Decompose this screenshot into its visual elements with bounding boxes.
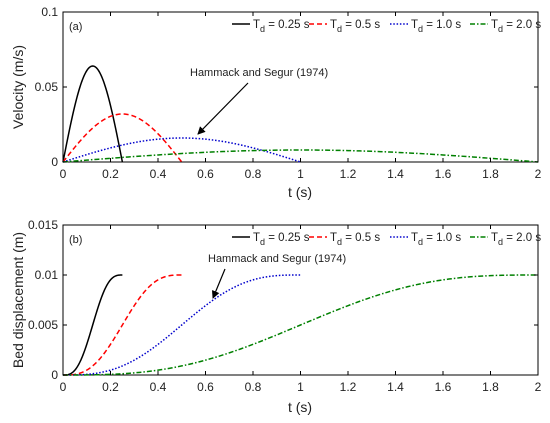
x-tick-label: 1.2	[340, 380, 357, 394]
panel-label: (b)	[69, 234, 82, 246]
x-tick-label: 0.6	[197, 167, 214, 181]
x-tick-label: 0.6	[197, 380, 214, 394]
series-line	[62, 137, 301, 163]
bed-displacement-panel: 0 0.2 0.4 0.6 0.8 1 1.2 1.4 1.6 1.8 2 0 0.005 0.01 0.…	[10, 218, 542, 415]
x-tick-label: 0	[60, 167, 67, 181]
series-line	[62, 113, 183, 163]
y-tick-label: 0.1	[41, 5, 58, 19]
x-tick-label: 0.8	[245, 167, 262, 181]
x-tick-label: 1.6	[435, 167, 452, 181]
y-axis-label: Velocity (m/s)	[10, 45, 26, 129]
legend-label: Td = 1.0 s	[411, 19, 461, 34]
x-tick-label: 1.8	[482, 167, 499, 181]
x-tick-label: 0.4	[150, 380, 167, 394]
x-axis-ticks: 0 0.2 0.4 0.6 0.8 1 1.2 1.4 1.6 1.8 2	[60, 12, 542, 181]
x-tick-label: 1.2	[340, 167, 357, 181]
annotation-label: Hammack and Segur (1974)	[208, 253, 346, 265]
annotation-arrow	[211, 268, 226, 299]
legend-label: Td = 0.25 s	[253, 19, 310, 34]
x-axis-label: t (s)	[288, 184, 312, 200]
y-tick-label: 0	[51, 368, 58, 382]
y-tick-label: 0.01	[35, 268, 59, 282]
panel-label: (a)	[69, 21, 82, 33]
x-axis-ticks: 0 0.2 0.4 0.6 0.8 1 1.2 1.4 1.6 1.8 2	[60, 225, 542, 394]
series-line	[63, 274, 123, 376]
velocity-panel: 0 0.2 0.4 0.6 0.8 1 1.2 1.4 1.6 1.8 2 0 0.05 0.1 (a)…	[10, 5, 542, 200]
series-layer	[62, 65, 539, 163]
x-tick-label: 1	[297, 167, 304, 181]
legend-label: Td = 2.0 s	[491, 232, 541, 247]
y-tick-label: 0	[51, 155, 58, 169]
plot-frame	[62, 224, 539, 376]
legend: Td = 0.25 s Td = 0.5 s Td = 1.0 s Td = 2.0 …	[232, 232, 541, 247]
series-line	[63, 274, 538, 376]
x-tick-label: 0.4	[150, 167, 167, 181]
x-tick-label: 2	[535, 380, 542, 394]
y-tick-label: 0.015	[28, 218, 58, 232]
x-tick-label: 1	[297, 380, 304, 394]
legend: Td = 0.25 s Td = 0.5 s Td = 1.0 s Td = 2.0 …	[232, 19, 541, 34]
series-line	[63, 274, 301, 376]
series-layer	[63, 274, 538, 376]
series-line	[62, 65, 124, 163]
x-tick-label: 1.4	[387, 380, 404, 394]
y-tick-label: 0.005	[28, 318, 58, 332]
x-tick-label: 2	[535, 167, 542, 181]
y-axis-ticks: 0 0.05 0.1	[35, 5, 538, 169]
x-tick-label: 1.8	[482, 380, 499, 394]
legend-label: Td = 0.5 s	[330, 232, 380, 247]
series-line	[63, 274, 182, 376]
legend-label: Td = 0.25 s	[253, 232, 310, 247]
series-line	[62, 149, 539, 163]
plot-frame	[62, 11, 539, 163]
annotation-arrow	[197, 82, 249, 135]
x-tick-label: 1.6	[435, 380, 452, 394]
annotation-label: Hammack and Segur (1974)	[190, 67, 328, 79]
y-tick-label: 0.05	[35, 80, 59, 94]
y-axis-label: Bed displacement (m)	[10, 232, 26, 368]
x-tick-label: 1.4	[387, 167, 404, 181]
x-tick-label: 0.8	[245, 380, 262, 394]
x-tick-label: 0	[60, 380, 67, 394]
x-tick-label: 0.2	[102, 167, 119, 181]
legend-label: Td = 0.5 s	[330, 19, 380, 34]
legend-label: Td = 2.0 s	[491, 19, 541, 34]
x-tick-label: 0.2	[102, 380, 119, 394]
y-axis-ticks: 0 0.005 0.01 0.015	[28, 218, 538, 382]
x-axis-label: t (s)	[288, 399, 312, 415]
legend-label: Td = 1.0 s	[411, 232, 461, 247]
